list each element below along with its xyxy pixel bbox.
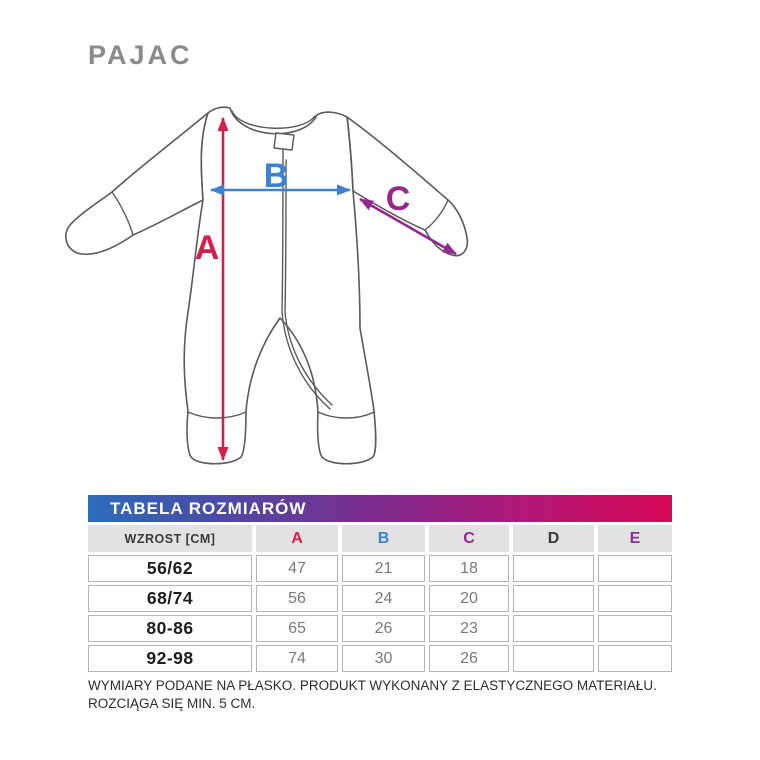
measure-label-b: B: [264, 157, 289, 195]
zipper-line-2: [284, 159, 333, 406]
value-cell: [598, 615, 672, 642]
value-cell: 26: [342, 615, 425, 642]
size-cell: 92-98: [88, 645, 252, 672]
size-cell: 68/74: [88, 585, 252, 612]
value-cell: [513, 615, 594, 642]
value-cell: [598, 555, 672, 582]
value-cell: 21: [342, 555, 425, 582]
size-cell: 56/62: [88, 555, 252, 582]
romper-diagram: A B C: [58, 100, 484, 480]
page-title: PAJAC: [88, 40, 193, 70]
footer-line-2: ROZCIĄGA SIĘ MIN. 5 CM.: [88, 696, 256, 711]
romper-body: [183, 106, 377, 465]
measure-arrow-b: B: [210, 157, 351, 196]
right-foot-cuff-line: [317, 411, 375, 419]
footer-line-1: WYMIARY PODANE NA PŁASKO. PRODUKT WYKONA…: [88, 678, 657, 693]
column-header-e: E: [598, 525, 672, 552]
footer-note: WYMIARY PODANE NA PŁASKO. PRODUKT WYKONA…: [88, 677, 698, 713]
size-table: TABELA ROZMIARÓW WZROST [CM] A B C D E 5…: [88, 495, 672, 672]
value-cell: 23: [429, 615, 509, 642]
measure-label-a: A: [195, 229, 220, 267]
value-cell: [513, 585, 594, 612]
value-cell: [598, 645, 672, 672]
column-header-wzrost: WZROST [CM]: [88, 525, 252, 552]
value-cell: 26: [429, 645, 509, 672]
left-foot-cuff-line: [187, 411, 247, 419]
romper-drawing-svg: A B C: [65, 106, 469, 465]
value-cell: 18: [429, 555, 509, 582]
size-table-grid: WZROST [CM] A B C D E 56/62 47 21 18 68/…: [88, 525, 672, 672]
left-sleeve: [65, 112, 209, 255]
left-sleeve-cuff-line: [111, 191, 134, 236]
romper-outline: [65, 106, 469, 465]
value-cell: [513, 645, 594, 672]
value-cell: 20: [429, 585, 509, 612]
column-header-c: C: [429, 525, 509, 552]
value-cell: 56: [256, 585, 338, 612]
value-cell: 74: [256, 645, 338, 672]
value-cell: 30: [342, 645, 425, 672]
size-table-title: TABELA ROZMIARÓW: [110, 499, 307, 518]
zipper-tab: [273, 132, 295, 151]
measure-arrow-c: C: [359, 180, 457, 256]
collar-inner-line: [231, 110, 316, 129]
column-header-a: A: [256, 525, 338, 552]
value-cell: 24: [342, 585, 425, 612]
column-header-b: B: [342, 525, 425, 552]
value-cell: [513, 555, 594, 582]
value-cell: 47: [256, 555, 338, 582]
size-table-title-bar: TABELA ROZMIARÓW: [88, 495, 672, 522]
value-cell: 65: [256, 615, 338, 642]
size-cell: 80-86: [88, 615, 252, 642]
measure-label-c: C: [386, 180, 411, 218]
measure-arrow-a: A: [195, 117, 229, 461]
value-cell: [598, 585, 672, 612]
column-header-d: D: [513, 525, 594, 552]
